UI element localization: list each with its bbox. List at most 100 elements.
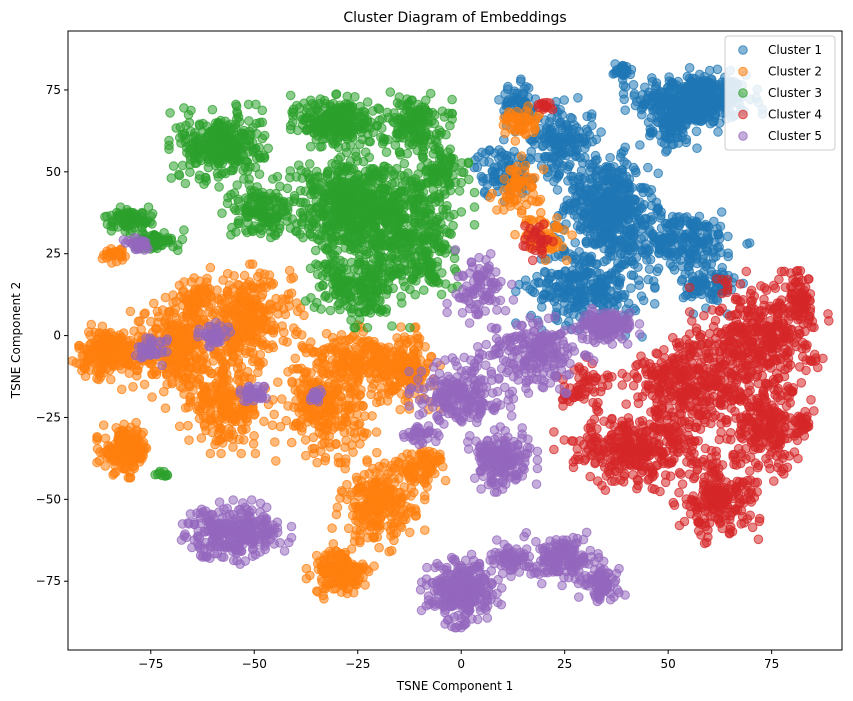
data-point <box>168 161 179 171</box>
data-point <box>234 117 245 127</box>
data-point <box>583 218 593 229</box>
data-point <box>344 383 354 393</box>
data-point <box>420 494 430 505</box>
data-point <box>189 369 199 380</box>
data-point <box>130 437 141 447</box>
data-point <box>572 271 582 282</box>
data-point <box>268 342 279 353</box>
data-point <box>568 175 578 186</box>
data-point <box>190 150 200 161</box>
data-point <box>80 371 91 382</box>
data-point <box>606 286 616 297</box>
data-point <box>615 273 626 284</box>
data-point <box>572 298 582 308</box>
data-point <box>285 90 296 101</box>
data-point <box>662 222 672 233</box>
data-point <box>655 130 665 141</box>
data-point <box>714 242 724 252</box>
data-point <box>565 112 576 123</box>
data-point <box>340 442 350 453</box>
data-point <box>552 213 562 223</box>
data-point <box>357 358 368 368</box>
data-point <box>227 357 237 367</box>
data-point <box>214 295 225 305</box>
data-point <box>384 364 395 374</box>
data-point <box>635 140 645 150</box>
data-point <box>339 341 350 352</box>
data-point <box>485 192 496 203</box>
data-point <box>713 127 723 137</box>
data-point <box>240 304 250 315</box>
data-point <box>358 337 368 348</box>
data-point <box>287 378 298 388</box>
data-point <box>199 143 209 154</box>
data-point <box>372 447 382 458</box>
data-point <box>669 234 680 245</box>
data-point <box>518 125 528 135</box>
data-point <box>224 132 235 143</box>
data-point <box>575 224 586 235</box>
data-point <box>420 525 430 536</box>
data-point <box>685 218 696 229</box>
data-point <box>686 291 697 302</box>
data-point <box>654 242 665 253</box>
data-point <box>92 358 103 368</box>
data-point <box>715 221 726 232</box>
data-point <box>268 325 279 336</box>
data-point <box>122 344 133 355</box>
data-point <box>229 415 239 425</box>
data-point <box>153 317 163 328</box>
data-point <box>189 300 199 311</box>
data-point <box>376 513 386 524</box>
data-point <box>390 384 401 394</box>
data-point <box>100 461 111 471</box>
data-point <box>723 231 733 242</box>
data-point <box>501 192 512 202</box>
data-point <box>147 369 157 379</box>
data-point <box>651 104 661 114</box>
data-point <box>82 348 93 358</box>
data-point <box>509 86 520 96</box>
data-point <box>706 78 717 88</box>
data-point <box>170 327 180 337</box>
data-point <box>230 340 241 351</box>
data-point <box>179 294 189 304</box>
data-point <box>355 439 365 449</box>
data-point <box>125 335 136 346</box>
data-point <box>694 211 705 222</box>
data-point <box>242 156 252 167</box>
data-point <box>523 101 534 111</box>
data-point <box>183 351 193 362</box>
data-point <box>313 587 323 597</box>
data-point <box>238 165 248 176</box>
data-point <box>253 300 263 311</box>
data-point <box>270 437 280 447</box>
data-point <box>218 375 229 386</box>
data-point <box>216 448 226 459</box>
data-point <box>647 193 657 203</box>
data-point <box>351 393 362 404</box>
data-point <box>694 69 705 80</box>
data-point <box>117 425 128 436</box>
chart-title: Cluster Diagram of Embeddings <box>343 10 566 26</box>
data-point <box>697 279 707 290</box>
data-point <box>634 280 645 291</box>
data-point <box>401 338 412 349</box>
data-point <box>179 389 189 399</box>
data-point <box>702 85 713 95</box>
data-point <box>340 408 350 418</box>
data-point <box>666 247 677 257</box>
data-point <box>269 409 280 420</box>
data-point <box>253 309 263 319</box>
data-point <box>348 447 358 458</box>
data-point <box>606 268 617 278</box>
data-point <box>320 568 331 579</box>
data-point <box>294 421 305 431</box>
data-point <box>371 427 382 437</box>
data-point <box>565 198 575 209</box>
data-point <box>95 447 105 457</box>
data-point <box>407 449 417 460</box>
data-point <box>101 329 111 339</box>
data-point <box>571 287 581 297</box>
data-point <box>661 147 671 157</box>
